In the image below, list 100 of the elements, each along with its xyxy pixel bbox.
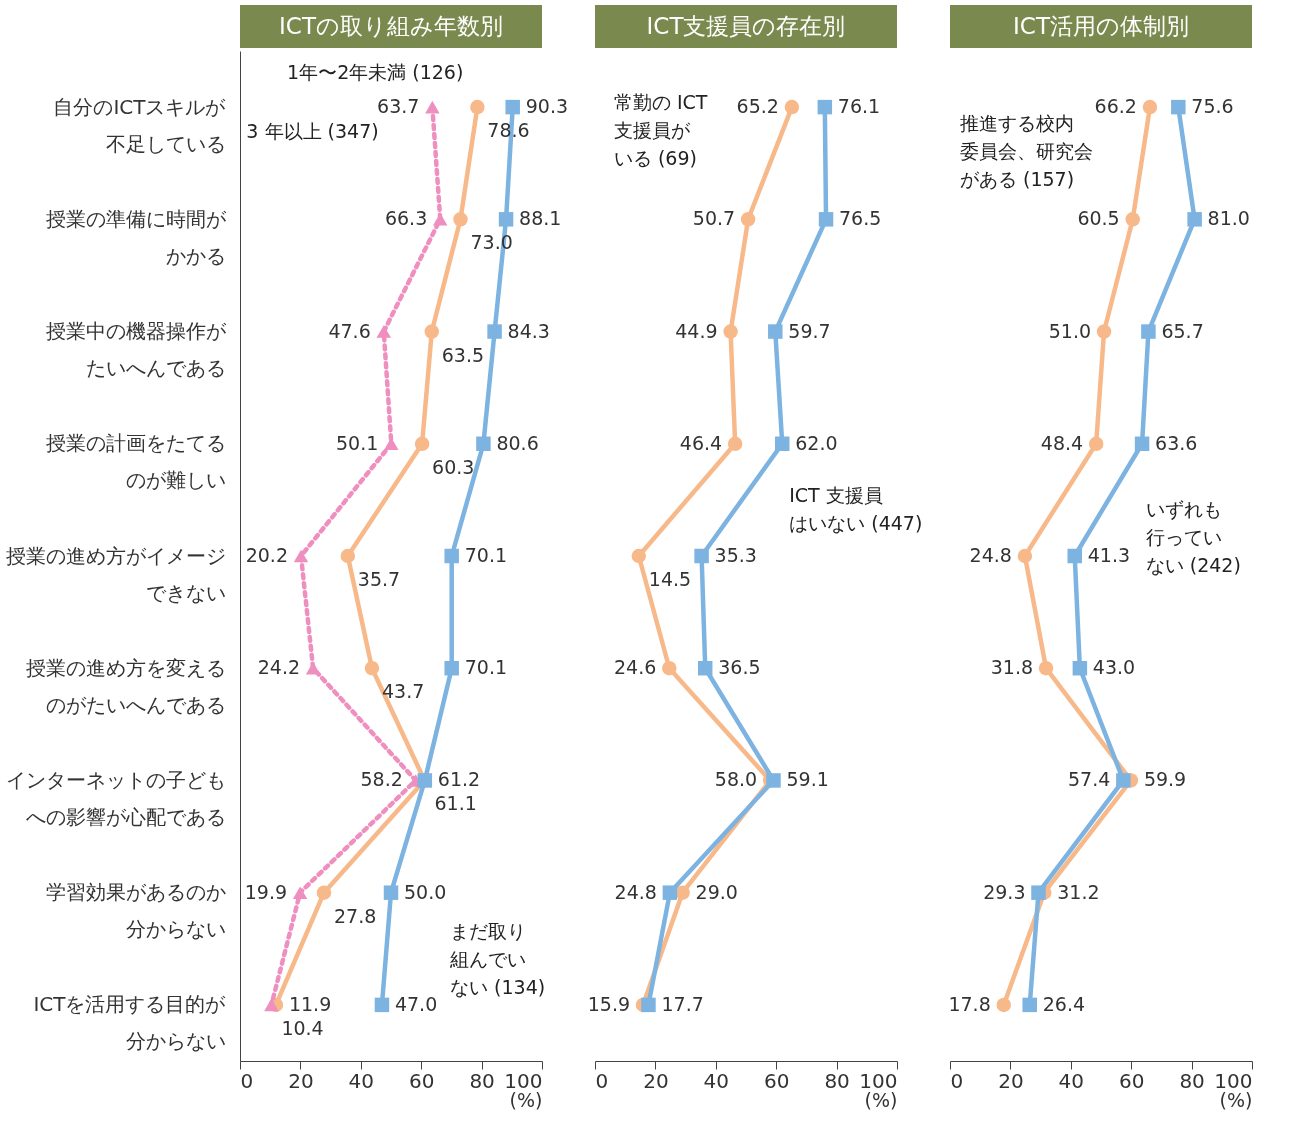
data-label: 36.5 (718, 656, 761, 679)
text: 3 年以上 (347) (246, 120, 379, 143)
data-label: 24.8 (614, 880, 657, 903)
data-label: 46.4 (679, 431, 723, 454)
y-tick-label: 学習効果があるのか分からない (45, 880, 226, 942)
data-label: 61.1 (434, 792, 477, 815)
data-label: 84.3 (507, 319, 550, 342)
data-label: 20.2 (245, 544, 288, 566)
x-tick-label: 60 (1118, 1068, 1145, 1093)
text: 常勤の ICT支援員がいる (69) (613, 91, 708, 170)
point (1096, 324, 1112, 339)
y-tick-label: ICTを活用する目的が分からない (33, 992, 227, 1054)
data-label: 26.4 (1042, 992, 1086, 1015)
y-tick-label: 授業の進め方がイメージできない (5, 543, 226, 605)
data-label: 50.0 (404, 880, 447, 903)
data-label: 61.2 (437, 768, 481, 791)
data-label: 65.7 (1161, 319, 1204, 342)
data-label: 58.0 (714, 768, 758, 791)
data-label: 65.2 (736, 95, 779, 118)
point (817, 99, 833, 115)
text: まだ取り組んでいない (134) (449, 919, 546, 998)
data-label: 50.7 (692, 207, 736, 230)
x-tick-label: 20 (643, 1068, 669, 1093)
chart-title: ICT活用の体制別 (1013, 13, 1189, 39)
point (1022, 997, 1037, 1013)
point (675, 885, 690, 900)
data-label: 81.0 (1207, 207, 1250, 230)
data-label: 66.3 (384, 207, 428, 230)
data-label: 88.1 (519, 207, 562, 230)
data-label: 60.5 (1077, 207, 1120, 230)
data-label: 43.7 (381, 680, 425, 703)
point (662, 885, 678, 900)
data-label: 66.2 (1094, 95, 1137, 118)
data-label: 19.9 (244, 880, 288, 903)
x-tick-label: 80 (1179, 1068, 1205, 1093)
data-label: 41.3 (1087, 544, 1131, 566)
point (768, 324, 783, 339)
data-label: 63.6 (1155, 431, 1198, 454)
point (505, 99, 520, 115)
data-label: 29.3 (983, 880, 1026, 903)
point (1134, 436, 1150, 452)
point (818, 212, 834, 227)
data-label: 50.1 (335, 431, 379, 454)
data-label: 80.6 (496, 431, 539, 454)
data-label: 51.0 (1048, 319, 1092, 342)
data-label: 24.6 (613, 656, 657, 679)
data-label: 59.7 (788, 319, 831, 342)
x-tick-label: 80 (469, 1068, 495, 1093)
x-tick-label: 40 (348, 1068, 375, 1093)
point (1038, 660, 1054, 676)
y-tick-label: インターネットの子どもへの影響が心配である (5, 767, 226, 829)
y-tick-label: 自分のICTスキルが不足している (53, 94, 227, 156)
point (662, 660, 677, 676)
y-tick-label: 授業の計画をたてるのが難しい (45, 431, 226, 493)
point (784, 99, 800, 115)
point (425, 100, 440, 114)
data-label: 10.4 (281, 1016, 324, 1039)
data-label: 24.8 (969, 544, 1012, 566)
data-label: 43.0 (1092, 656, 1136, 679)
text: 推進する校内委員会、研究会がある (157) (959, 112, 1093, 191)
x-tick-label: 0 (240, 1068, 254, 1093)
data-label: 15.9 (587, 992, 631, 1015)
point (374, 997, 390, 1013)
point (476, 436, 491, 452)
point (1171, 99, 1186, 115)
y-tick-label: 授業中の機器操作がたいへんである (45, 319, 227, 381)
data-label: 35.7 (357, 568, 401, 590)
point (766, 773, 781, 788)
data-label: 47.0 (394, 992, 438, 1015)
point (697, 660, 713, 676)
data-label: 59.1 (786, 768, 829, 791)
y-tick-label: 授業の進め方を変えるのがたいへんである (25, 655, 226, 717)
point (1125, 212, 1140, 227)
data-label: 48.4 (1040, 431, 1084, 454)
data-label: 35.3 (714, 544, 757, 566)
point (1017, 548, 1033, 564)
point (340, 548, 356, 564)
data-label: 24.2 (257, 656, 301, 679)
point (631, 548, 647, 564)
data-label: 57.4 (1068, 768, 1111, 791)
x-tick-label: 20 (998, 1068, 1024, 1093)
x-tick-label: 40 (1058, 1068, 1085, 1093)
series-label: ICT 支援員はいない (447) (789, 483, 923, 534)
data-label: 75.6 (1191, 95, 1234, 118)
point (444, 660, 459, 676)
data-label: 47.6 (328, 319, 371, 342)
point (264, 998, 279, 1012)
point (383, 885, 399, 900)
chart-title: ICT支援員の存在別 (646, 13, 846, 39)
x-tick-label: 60 (408, 1068, 435, 1093)
point (292, 886, 308, 899)
series-label: いずれも行っていない (242) (1145, 498, 1241, 576)
point (470, 99, 485, 115)
data-label: 17.7 (661, 992, 704, 1015)
point (498, 212, 514, 227)
point (376, 325, 391, 338)
data-label: 31.2 (1057, 880, 1100, 903)
data-label: 14.5 (648, 568, 692, 590)
point (723, 324, 738, 339)
point (1142, 99, 1158, 115)
